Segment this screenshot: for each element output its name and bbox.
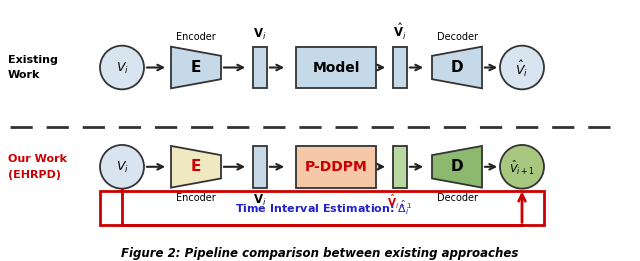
Text: $\hat{\mathbf{V}}_i$: $\hat{\mathbf{V}}_i$ — [393, 22, 407, 42]
Bar — [393, 47, 407, 88]
Circle shape — [100, 145, 144, 189]
Text: Encoder: Encoder — [176, 32, 216, 42]
Text: D: D — [451, 60, 463, 75]
Bar — [296, 146, 376, 188]
Bar — [393, 146, 407, 188]
Text: (EHRPD): (EHRPD) — [8, 170, 61, 180]
Text: $\mathbf{V}_i$: $\mathbf{V}_i$ — [253, 193, 267, 208]
Polygon shape — [432, 47, 482, 88]
Text: Our Work: Our Work — [8, 154, 67, 164]
Text: Decoder: Decoder — [436, 193, 477, 203]
Polygon shape — [432, 146, 482, 188]
Text: Encoder: Encoder — [176, 193, 216, 203]
Circle shape — [500, 145, 544, 189]
Text: $\hat{V}_i$: $\hat{V}_i$ — [515, 58, 529, 79]
Polygon shape — [171, 146, 221, 188]
Text: Model: Model — [312, 61, 360, 74]
Text: E: E — [191, 159, 201, 174]
Text: $V_i$: $V_i$ — [116, 61, 129, 76]
Bar — [253, 146, 267, 188]
Text: Time Interval Estimation: $\hat{\Delta}_i$: Time Interval Estimation: $\hat{\Delta}_… — [235, 199, 410, 217]
Circle shape — [100, 46, 144, 89]
Text: Decoder: Decoder — [436, 32, 477, 42]
Circle shape — [500, 46, 544, 89]
Text: P-DDPM: P-DDPM — [305, 160, 367, 174]
Text: $\mathbf{V}_i$: $\mathbf{V}_i$ — [253, 27, 267, 42]
Text: D: D — [451, 159, 463, 174]
Bar — [296, 47, 376, 88]
Text: $V_i$: $V_i$ — [116, 160, 129, 175]
Text: Work: Work — [8, 70, 40, 80]
Text: E: E — [191, 60, 201, 75]
Text: Figure 2: Pipeline comparison between existing approaches: Figure 2: Pipeline comparison between ex… — [122, 247, 518, 260]
Bar — [253, 47, 267, 88]
Text: $\hat{V}_{i+1}$: $\hat{V}_{i+1}$ — [509, 159, 535, 177]
Text: $\hat{\mathbf{V}}_{i+1}$: $\hat{\mathbf{V}}_{i+1}$ — [387, 193, 413, 211]
Bar — [100, 191, 544, 225]
Polygon shape — [171, 47, 221, 88]
Text: Existing: Existing — [8, 55, 58, 64]
